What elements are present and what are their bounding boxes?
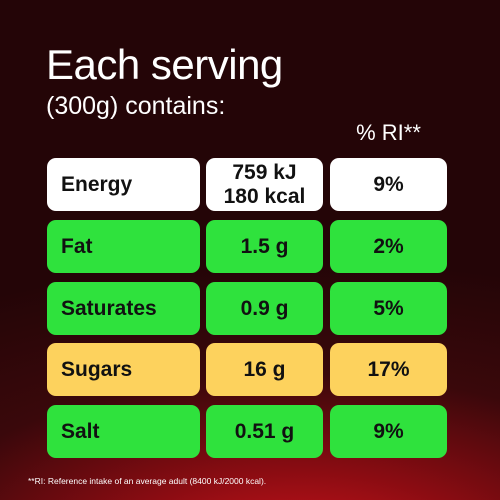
nutrient-name: Salt: [47, 405, 200, 458]
ri-percent: 2%: [330, 220, 447, 273]
nutrient-name: Sugars: [47, 343, 200, 396]
title: Each serving: [46, 41, 283, 88]
ri-percent: 5%: [330, 282, 447, 335]
footnote: **RI: Reference intake of an average adu…: [28, 476, 267, 486]
nutrient-name: Energy: [47, 158, 200, 211]
amount-cell: 16 g: [206, 343, 323, 396]
ri-header: % RI**: [356, 120, 421, 145]
ri-percent: 17%: [330, 343, 447, 396]
amount-cell: 759 kJ 180 kcal: [206, 158, 323, 211]
amount-text: 1.5 g: [240, 234, 289, 258]
subtitle: (300g) contains:: [46, 92, 226, 120]
amount-text: 16 g: [243, 357, 286, 381]
amount-text: 180 kcal: [223, 184, 306, 208]
amount-text: 0.9 g: [240, 296, 289, 320]
amount-cell: 1.5 g: [206, 220, 323, 273]
amount-cell: 0.51 g: [206, 405, 323, 458]
amount-cell: 0.9 g: [206, 282, 323, 335]
ri-percent: 9%: [330, 158, 447, 211]
nutrient-name: Saturates: [47, 282, 200, 335]
ri-percent: 9%: [330, 405, 447, 458]
nutrient-name: Fat: [47, 220, 200, 273]
amount-text: 759 kJ: [232, 161, 297, 185]
amount-text: 0.51 g: [234, 419, 295, 443]
